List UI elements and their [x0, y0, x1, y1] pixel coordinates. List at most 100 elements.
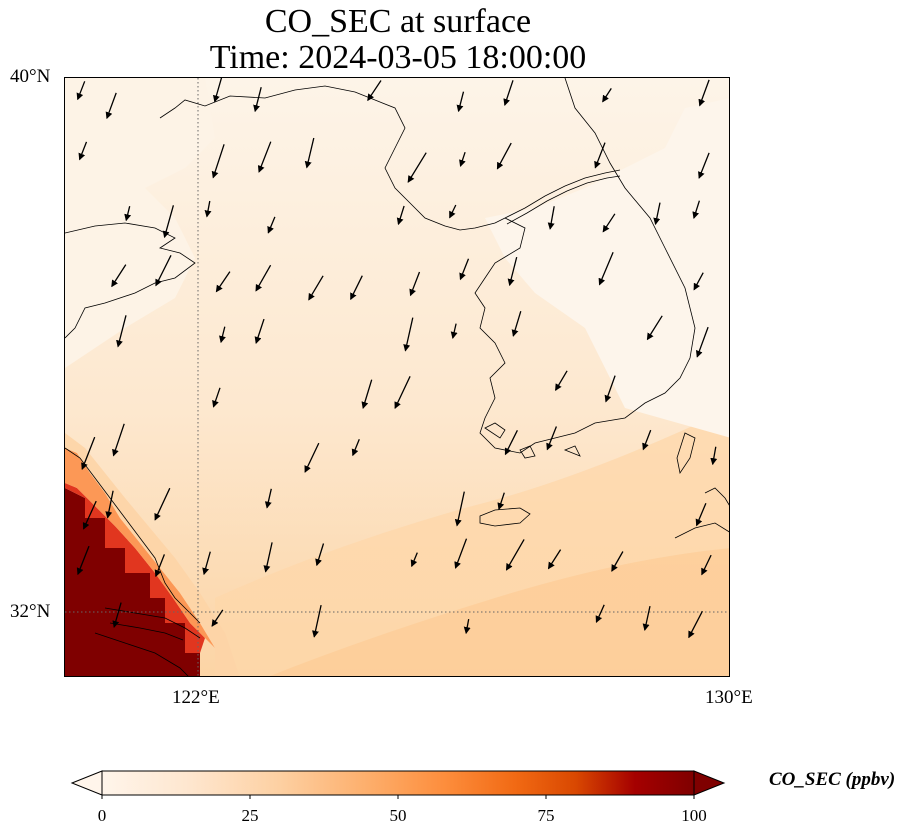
wind-arrow [304, 442, 320, 473]
wind-arrow [396, 205, 405, 226]
wind-arrow [253, 87, 262, 113]
wind-arrow [112, 602, 122, 628]
wind-arrow [219, 326, 226, 344]
wind-arrow [215, 271, 231, 293]
wind-arrow [312, 604, 322, 638]
wind-arrow [394, 376, 411, 410]
wind-arrow [112, 423, 125, 457]
wind-arrow [211, 144, 225, 179]
wind-arrow [604, 375, 616, 403]
wind-arrow [257, 141, 272, 173]
colorbar-tick-100: 100 [681, 806, 707, 825]
wind-arrow [211, 609, 224, 627]
wind-arrow [255, 264, 272, 292]
colorbar-extend-high [693, 770, 726, 796]
wind-arrow [76, 81, 86, 101]
lat-tick-40n: 40°N [10, 66, 51, 87]
wind-arrow [304, 137, 315, 169]
wind-arrow [267, 216, 276, 234]
wind-arrow [78, 141, 88, 161]
lon-tick-130e: 130°E [705, 687, 753, 708]
korea-china-land-north [65, 78, 729, 438]
colorbar-tick-0: 0 [97, 806, 107, 825]
wind-arrow [124, 206, 132, 222]
wind-arrow [503, 80, 514, 106]
wind-arrow [454, 491, 465, 527]
wind-arrow [692, 200, 701, 219]
map-svg [65, 78, 729, 676]
wind-arrow [254, 318, 265, 344]
wind-arrow [547, 206, 555, 230]
wind-arrow [407, 152, 427, 183]
shandong-land [65, 78, 215, 368]
wind-arrow [507, 256, 518, 287]
wind-arrow [82, 500, 97, 530]
wind-arrow [463, 618, 471, 635]
wind-arrow [710, 446, 718, 466]
wind-arrow [351, 438, 360, 457]
wind-arrow [263, 542, 273, 573]
colorbar-ramp [101, 770, 695, 796]
wind-arrow [450, 323, 458, 339]
wind-arrow [496, 142, 512, 170]
wind-arrow [454, 538, 468, 569]
colorbar-tick-50: 50 [389, 806, 407, 825]
wind-arrow [698, 79, 710, 107]
wind-arrow [642, 605, 651, 631]
wind-arrow [459, 151, 466, 167]
wind-arrow [212, 78, 223, 103]
wind-arrow [459, 258, 470, 281]
wind-arrow [409, 271, 421, 297]
wind-arrow [449, 204, 457, 219]
map-subtitle-time: Time: 2024-03-05 18:00:00 [209, 39, 587, 76]
wind-arrow [410, 552, 418, 568]
wind-arrow [154, 554, 166, 578]
wind-arrow [308, 275, 324, 301]
wind-arrow [456, 91, 465, 113]
wind-arrow [367, 80, 382, 102]
wind-arrow [162, 205, 175, 239]
wind-arrow [264, 488, 272, 509]
wind-arrow [695, 502, 707, 527]
colorbar-tick-25: 25 [241, 806, 259, 825]
wind-arrow [505, 539, 525, 571]
wind-arrow [105, 92, 117, 120]
wind-arrow [602, 213, 616, 233]
wind-arrow [154, 487, 171, 521]
wind-arrow [693, 272, 704, 291]
wind-arrow [594, 142, 606, 169]
wind-arrow [688, 610, 703, 639]
wind-arrow [105, 490, 114, 519]
lon-tick-122e: 122°E [172, 687, 220, 708]
wind-arrow [642, 429, 652, 451]
colorbar-extend-low [70, 770, 103, 796]
wind-arrow [350, 275, 363, 301]
lat-tick-32n: 32°N [10, 601, 51, 622]
wind-arrow [403, 317, 414, 352]
colorbar [70, 770, 726, 799]
wind-arrow [155, 255, 172, 287]
wind-arrow [646, 315, 663, 341]
moderate-plume-core [270, 548, 729, 676]
wind-vectors [76, 78, 718, 639]
wind-arrow [116, 315, 127, 348]
wind-arrow [511, 311, 522, 337]
colorbar-tick-75: 75 [537, 806, 555, 825]
wind-arrow [698, 152, 710, 179]
wind-arrow [315, 543, 325, 567]
wind-arrow [361, 379, 373, 409]
wind-arrow [81, 436, 96, 471]
wind-arrow [547, 549, 562, 570]
wind-arrow [595, 604, 605, 624]
wind-arrow [546, 426, 558, 451]
wind-arrow [212, 387, 221, 408]
coastlines [65, 78, 729, 676]
wind-arrow [701, 554, 712, 576]
wind-arrow [695, 326, 709, 358]
map-title: CO_SEC at surface [264, 3, 532, 40]
wind-arrow [111, 264, 127, 288]
wind-arrow [504, 430, 518, 456]
wind-arrow [204, 200, 212, 218]
wind-arrow [611, 551, 624, 572]
wind-arrow [602, 88, 612, 103]
